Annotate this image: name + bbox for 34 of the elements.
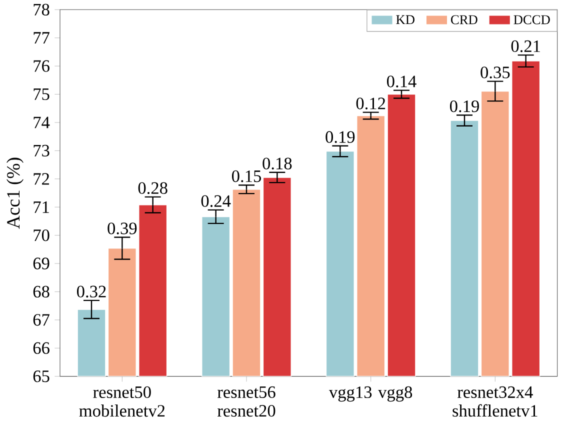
- y-tick-label: 75: [34, 88, 50, 100]
- y-tick-label: 66: [33, 342, 50, 354]
- y-tick-label: 67: [33, 314, 50, 326]
- y-tick-label: 68: [33, 286, 50, 298]
- y-tick-label: 76: [34, 60, 50, 72]
- annotation: 0.19: [326, 131, 355, 143]
- y-tick-label: 69: [33, 258, 50, 270]
- annotation: 0.24: [201, 195, 231, 207]
- y-tick-label: 77: [34, 32, 50, 44]
- y-tick-label: 78: [34, 4, 50, 16]
- annotation: 0.39: [108, 222, 137, 234]
- y-tick-label: 73: [34, 144, 50, 157]
- annotation: 0.35: [480, 66, 510, 78]
- x-tick-label: vgg13 vgg8: [328, 386, 412, 402]
- annotation: 0.12: [356, 98, 386, 110]
- annotation: 0.21: [511, 40, 540, 52]
- annotation: 0.15: [232, 170, 261, 182]
- x-tick-label: resnet32x4 shufflenetv1: [452, 386, 538, 417]
- y-tick-label: 72: [34, 173, 50, 185]
- y-tick-label: 74: [34, 116, 50, 128]
- annotation: 0.32: [77, 286, 106, 298]
- annotation: 0.28: [138, 182, 168, 194]
- y-axis-title: Acc1 (%): [6, 158, 24, 229]
- y-tick-label: 71: [34, 201, 49, 213]
- annotation: 0.14: [387, 76, 416, 88]
- legend-label: DCCD: [514, 15, 550, 24]
- legend-label: KD: [396, 15, 414, 24]
- y-tick-label: 70: [34, 229, 50, 242]
- annotation: 0.19: [450, 100, 479, 112]
- annotation: 0.18: [262, 158, 292, 170]
- legend-label: CRD: [451, 15, 478, 24]
- x-tick-label: resnet50 mobilenetv2: [79, 386, 165, 417]
- y-tick-label: 65: [33, 370, 50, 382]
- x-tick-label: resnet56 resnet20: [218, 386, 276, 417]
